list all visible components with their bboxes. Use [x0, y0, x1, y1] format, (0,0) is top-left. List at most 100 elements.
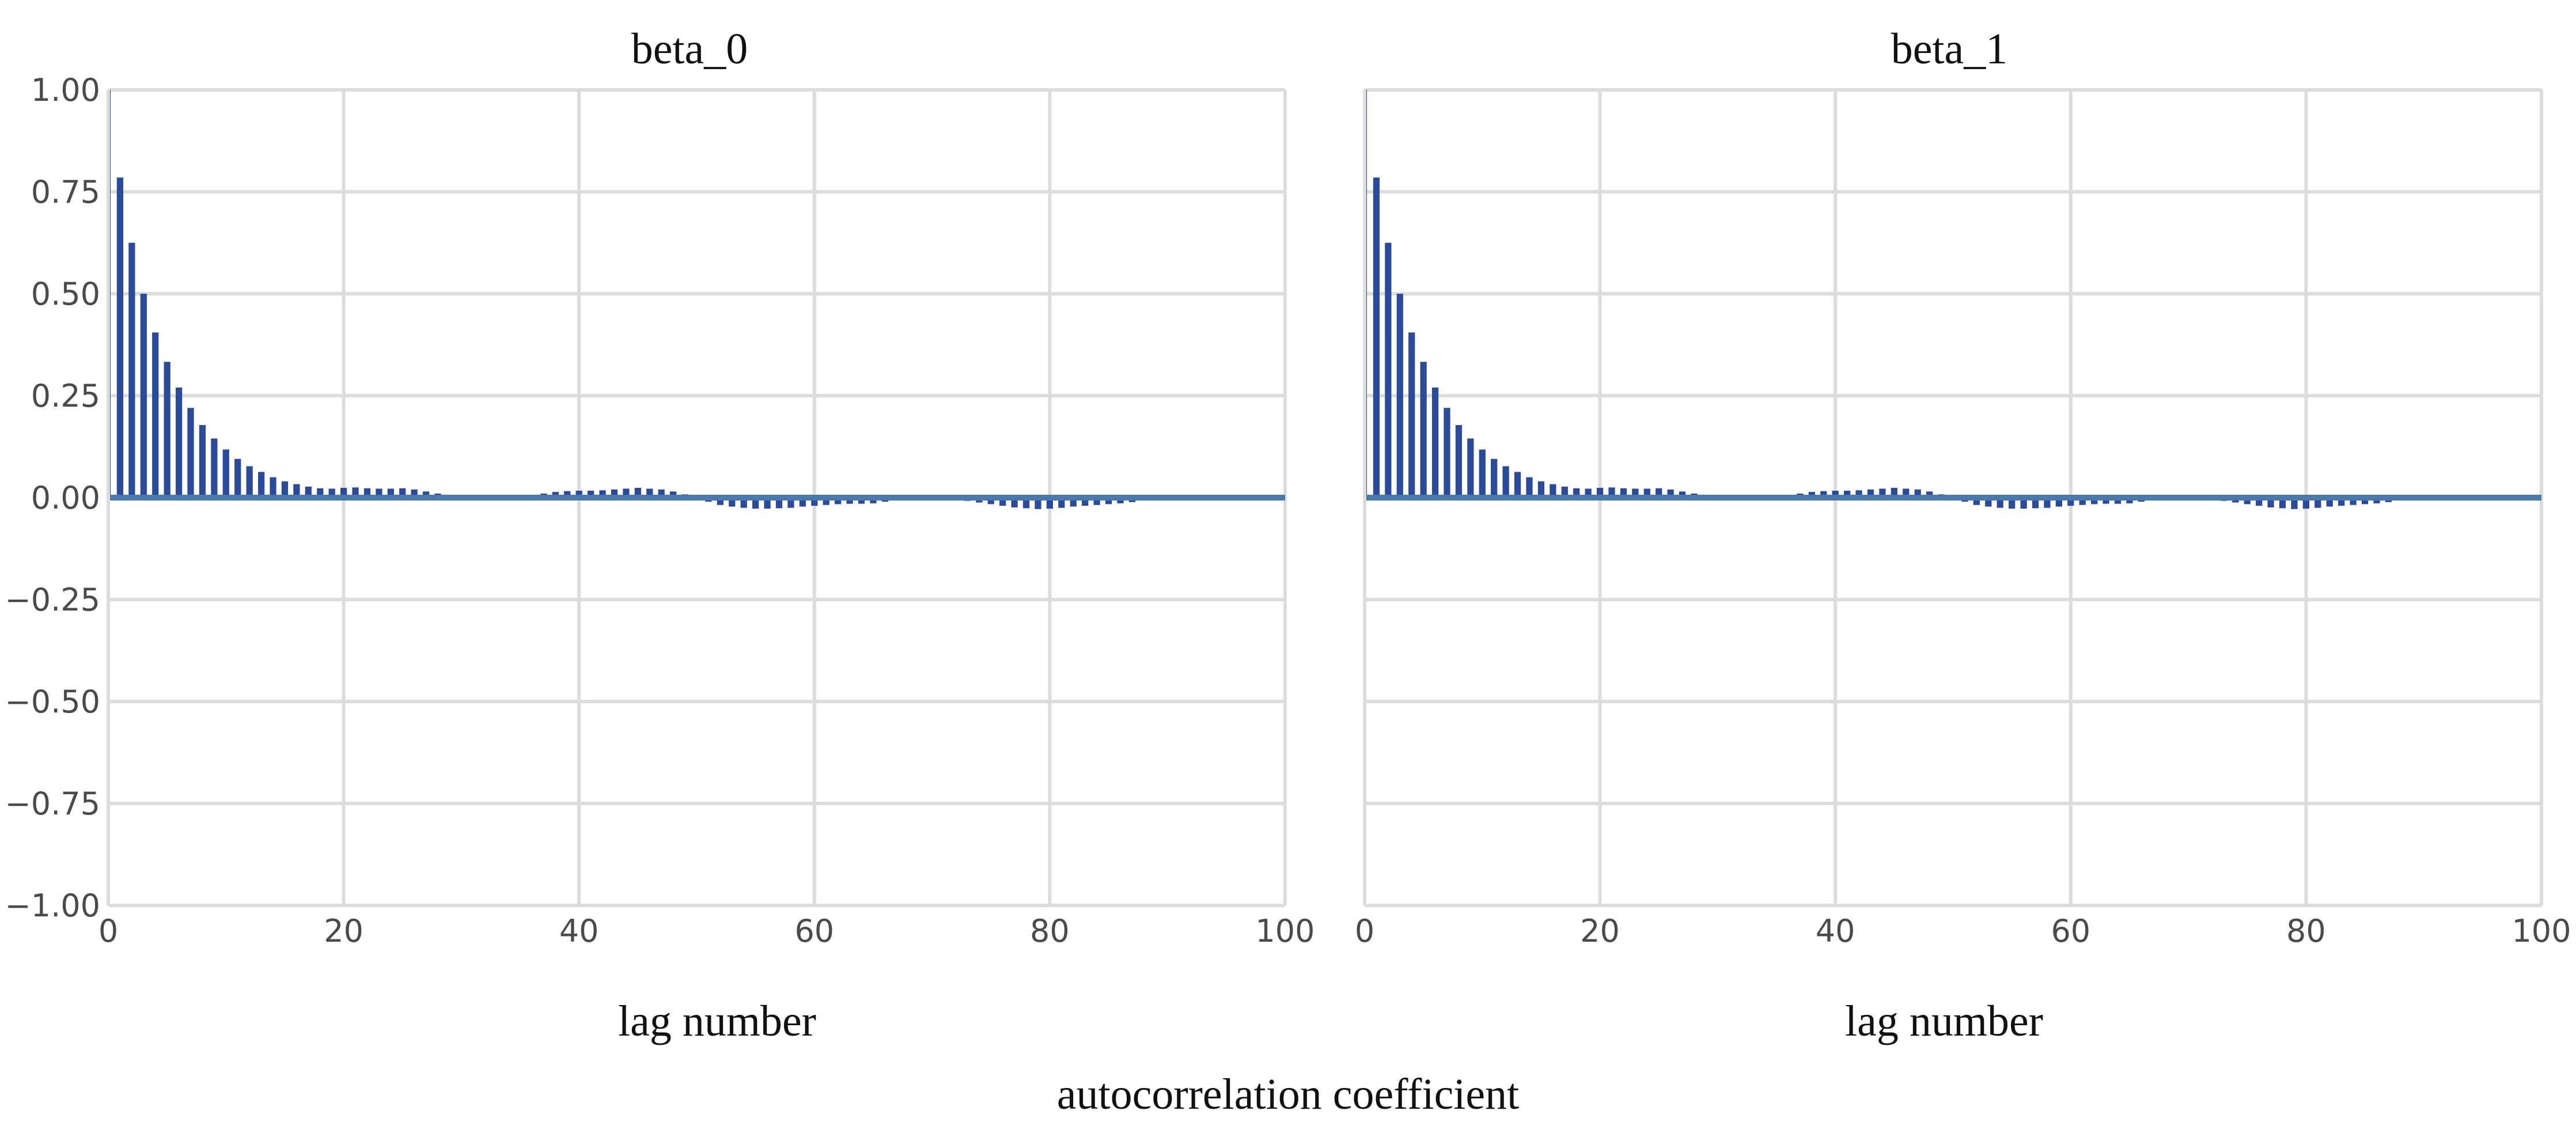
acf-bar-lag-24 — [387, 488, 394, 498]
acf-bar-lag-16 — [1550, 484, 1556, 498]
acf-bar-lag-45 — [634, 488, 641, 498]
y-tick-label: −1.00 — [5, 888, 100, 924]
acf-bar-lag-59 — [799, 498, 806, 507]
acf-bar-lag-53 — [1985, 498, 1992, 507]
acf-bar-lag-52 — [1973, 498, 1980, 505]
acf-bar-lag-56 — [764, 498, 771, 509]
acf-bar-lag-78 — [1022, 498, 1030, 509]
x-tick-label: 40 — [559, 913, 599, 949]
acf-bar-lag-44 — [1879, 488, 1886, 498]
acf-bar-lag-60 — [811, 498, 818, 506]
acf-bar-lag-42 — [599, 490, 606, 498]
acf-bar-lag-11 — [234, 458, 241, 498]
acf-bar-lag-76 — [999, 498, 1006, 506]
acf-bar-lag-11 — [1491, 458, 1498, 498]
acf-bar-lag-19 — [328, 488, 335, 498]
acf-bar-lag-25 — [399, 488, 406, 498]
axes-beta-1: 0 20 40 60 80 100 — [1355, 90, 2571, 949]
x-tick-label: 60 — [2051, 913, 2090, 949]
acf-bar-lag-84 — [1093, 498, 1100, 505]
acf-bar-lag-41 — [1844, 490, 1851, 498]
acf-bar-lag-22 — [1620, 488, 1627, 498]
x-tick-label: 20 — [1580, 913, 1620, 949]
acf-bar-lag-41 — [588, 490, 594, 498]
acf-bar-lag-21 — [352, 487, 359, 498]
acf-bar-lag-48 — [670, 491, 677, 498]
acf-bar-lag-4 — [1408, 332, 1415, 498]
panel-beta-1: beta_1 0 20 40 60 80 100 lag number — [1355, 25, 2571, 1045]
x-tick-label: 60 — [794, 913, 834, 949]
acf-bar-lag-63 — [2103, 498, 2109, 504]
acf-bar-lag-26 — [1667, 489, 1674, 498]
acf-bar-lag-47 — [658, 489, 665, 498]
acf-bar-lag-17 — [305, 486, 312, 498]
acf-bar-lag-1 — [116, 177, 124, 498]
acf-bar-lag-52 — [717, 498, 723, 505]
acf-bar-lag-76 — [2256, 498, 2263, 506]
acf-bar-lag-83 — [1082, 498, 1089, 506]
acf-bar-lag-79 — [2291, 498, 2298, 509]
acf-bar-lag-5 — [164, 362, 171, 498]
y-tick-label: −0.50 — [5, 684, 100, 720]
acf-bar-lag-45 — [1891, 488, 1897, 498]
acf-bar-lag-55 — [752, 498, 759, 509]
acf-bar-lag-15 — [1537, 481, 1545, 498]
acf-bar-lag-14 — [270, 477, 276, 498]
acf-bar-lag-42 — [1855, 490, 1862, 498]
acf-bar-lag-18 — [317, 488, 324, 498]
bars-beta-1 — [1365, 90, 2541, 509]
acf-bar-lag-1 — [1373, 177, 1380, 498]
acf-bar-lag-27 — [1679, 491, 1686, 498]
acf-bar-lag-81 — [1058, 498, 1065, 508]
acf-bar-lag-6 — [175, 387, 183, 498]
axes-beta-0: 0 20 40 60 80 100 1.00 0.75 0.50 0.25 0.00 −0.25 −0.… — [5, 72, 1315, 949]
acf-bar-lag-9 — [211, 438, 218, 498]
panel-title-beta-1: beta_1 — [1891, 25, 2008, 73]
acf-bar-lag-61 — [2079, 498, 2086, 505]
acf-bar-lag-82 — [2326, 498, 2333, 507]
acf-bar-lag-8 — [199, 424, 206, 498]
x-tick-label: 0 — [1355, 913, 1374, 949]
acf-bar-lag-26 — [411, 489, 418, 498]
acf-bar-lag-13 — [1514, 472, 1521, 498]
y-tick-label: 0.75 — [31, 174, 100, 210]
acf-bar-lag-58 — [2044, 498, 2051, 508]
acf-bar-lag-43 — [611, 489, 618, 498]
acf-bar-lag-7 — [1444, 408, 1450, 498]
acf-bar-lag-22 — [363, 488, 371, 498]
acf-bar-lag-3 — [140, 294, 147, 498]
acf-bar-lag-57 — [2032, 498, 2039, 509]
acf-bar-lag-7 — [187, 408, 194, 498]
x-tick-label: 80 — [2286, 913, 2326, 949]
acf-bar-lag-8 — [1455, 424, 1463, 498]
acf-bar-lag-3 — [1396, 294, 1403, 498]
acf-bar-lag-10 — [1479, 449, 1486, 498]
x-tick-label: 80 — [1030, 913, 1070, 949]
acf-bar-lag-47 — [1914, 489, 1921, 498]
y-tick-label: 0.25 — [31, 378, 100, 414]
acf-bar-lag-77 — [2267, 498, 2274, 507]
acf-bar-lag-44 — [623, 488, 630, 498]
acf-bar-lag-2 — [128, 242, 135, 498]
figure-x-axis-title: autocorrelation coefficient — [1057, 1070, 1520, 1119]
acf-bar-lag-4 — [152, 332, 159, 498]
acf-bar-lag-85 — [1105, 498, 1112, 505]
acf-bar-lag-19 — [1585, 488, 1592, 498]
acf-bar-lag-9 — [1467, 438, 1474, 498]
acf-bar-lag-15 — [281, 481, 289, 498]
acf-bar-lag-12 — [1502, 466, 1509, 498]
acf-bar-lag-54 — [1997, 498, 2003, 508]
acf-bar-lag-46 — [646, 488, 653, 498]
acf-bar-lag-59 — [2055, 498, 2062, 507]
acf-bar-lag-63 — [846, 498, 853, 504]
acf-bar-lag-18 — [1573, 488, 1580, 498]
acf-bar-lag-85 — [2361, 498, 2369, 505]
acf-bar-lag-12 — [246, 466, 253, 498]
y-tick-label: −0.25 — [5, 582, 100, 618]
y-tick-label: 1.00 — [31, 72, 100, 108]
acf-bar-lag-43 — [1867, 489, 1874, 498]
acf-bar-lag-13 — [257, 472, 265, 498]
x-tick-label: 40 — [1816, 913, 1855, 949]
acf-bar-lag-24 — [1643, 488, 1650, 498]
acf-bar-lag-78 — [2279, 498, 2286, 509]
